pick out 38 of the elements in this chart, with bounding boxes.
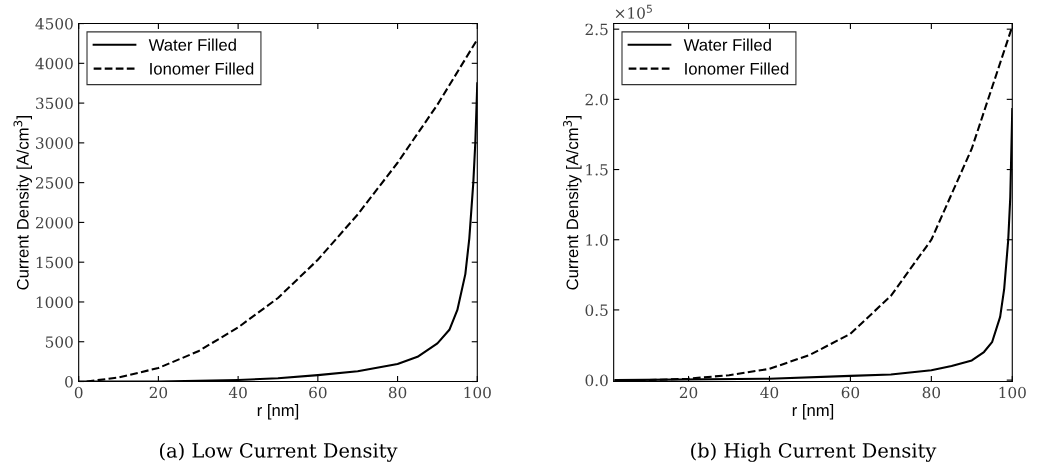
x-axis-title: r [nm] <box>792 403 834 420</box>
x-tick-label: 80 <box>922 386 941 399</box>
x-tick-label: 60 <box>841 386 860 399</box>
legend-label: Water Filled <box>683 38 771 51</box>
x-tick-label: 40 <box>228 386 247 399</box>
y-tick-label: 1.0 <box>586 234 608 246</box>
x-tick-label: 20 <box>679 386 698 399</box>
y-tick-label: 1500 <box>36 256 73 269</box>
x-tick-label: 40 <box>760 386 779 399</box>
x-tick-label: 100 <box>999 386 1026 399</box>
y-tick-label: 4000 <box>35 57 73 70</box>
y-tick-label: 2000 <box>35 216 73 229</box>
text: (b) High Current Density <box>691 442 937 462</box>
x-tick-label: 60 <box>309 386 327 399</box>
y-tick-label: 2.0 <box>585 93 608 106</box>
y-tick-label: 0.5 <box>585 304 608 316</box>
y-tick-label: 2500 <box>35 177 73 189</box>
y-tick-label: 0.0 <box>585 374 608 387</box>
y-tick-label: 4500 <box>35 18 73 30</box>
text: ×10$^{5}$ <box>615 4 652 19</box>
legend-label: Ionomer Filled <box>685 62 789 75</box>
y-tick-label: 0 <box>65 375 73 388</box>
y-tick-label: 3500 <box>36 97 73 110</box>
y-axis-title: Current Density [A/cm$^{3}$] <box>13 115 32 290</box>
x-tick-label: 20 <box>149 386 168 399</box>
y-tick-label: 3000 <box>36 137 73 149</box>
y-tick-label: 1000 <box>36 296 73 308</box>
y-tick-label: 500 <box>45 336 73 348</box>
y-tick-label: 2.5 <box>585 23 608 36</box>
y-axis-title: Current Density [A/cm$^{3}$] <box>563 115 582 290</box>
x-tick-label: 100 <box>464 386 491 399</box>
x-tick-label: 0 <box>74 386 83 399</box>
x-axis-title: r [nm] <box>257 403 299 420</box>
text: (a) Low Current Density <box>160 442 398 462</box>
legend-label: Water Filled <box>148 38 236 51</box>
legend-label: Ionomer Filled <box>150 62 254 75</box>
x-tick-label: 80 <box>388 386 407 399</box>
y-tick-label: 1.5 <box>586 164 608 176</box>
